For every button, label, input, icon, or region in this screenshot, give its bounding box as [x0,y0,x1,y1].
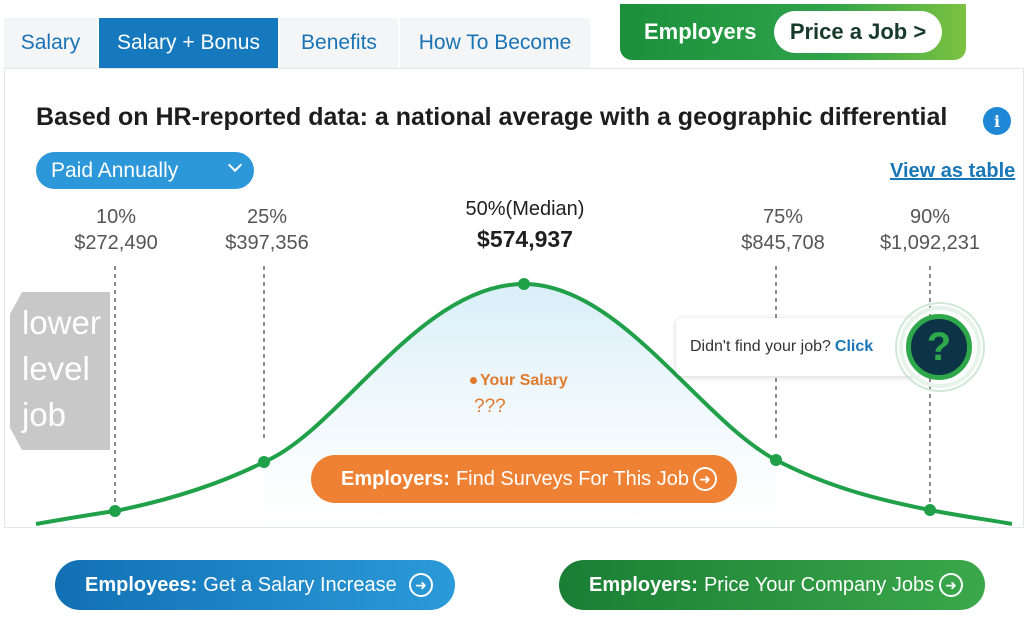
tab-salary-bonus[interactable]: Salary + Bonus [99,18,280,68]
percentile-75: 75% $845,708 [728,204,838,256]
your-salary-text: Your Salary [480,372,568,389]
employees-text: Get a Salary Increase [203,573,397,596]
page-headline: Based on HR-reported data: a national av… [36,103,948,131]
arrow-right-circle-icon: ➜ [409,573,433,597]
info-icon[interactable]: i [983,107,1011,135]
tab-benefits[interactable]: Benefits [280,18,400,68]
lower-level-job-button[interactable]: lower level job [10,292,110,450]
employees-salary-increase-button[interactable]: Employees: Get a Salary Increase ➜ [55,560,455,610]
lower-level-text: level [22,350,90,387]
employers-price-jobs-button[interactable]: Employers: Price Your Company Jobs ➜ [559,560,985,610]
percentile-90: 90% $1,092,231 [868,204,992,256]
didnt-find-job-popup[interactable]: Didn't find your job? Click [676,318,920,376]
arrow-right-circle-icon: ➜ [693,467,717,491]
percentile-value: $1,092,231 [879,232,981,254]
your-salary-value: ??? [474,396,506,417]
percentile-label: 50%(Median) [465,198,585,220]
percentile-label: 75% [762,206,804,228]
view-as-table-link[interactable]: View as table [890,160,1016,182]
find-surveys-text: Find Surveys For This Job [455,467,689,490]
percentile-label: 10% [95,206,137,228]
pay-period-value: Paid Annually [51,158,179,182]
employers-banner: Employers Price a Job > [620,4,966,60]
employers-text: Price Your Company Jobs [703,573,935,596]
point-75 [770,454,782,466]
popup-click-link[interactable]: Click [834,338,874,355]
percentile-10: 10% $272,490 [66,204,166,256]
percentile-50-median: 50%(Median) $574,937 [444,196,606,256]
your-salary-label: Your Salary [470,372,568,390]
employees-bold: Employees: [85,573,198,596]
tab-bar: Salary Salary + Bonus Benefits How To Be… [4,18,592,68]
help-question-icon[interactable]: ? [906,314,972,380]
point-10 [109,505,121,517]
percentile-value: $397,356 [225,232,309,254]
percentile-label: 25% [246,206,288,228]
arrow-right-circle-icon: ➜ [939,573,963,597]
point-90 [924,504,936,516]
find-surveys-button[interactable]: Employers: Find Surveys For This Job ➜ [311,455,737,503]
point-25 [258,456,270,468]
popup-text: Didn't find your job? [690,338,831,355]
lower-level-text: job [22,396,67,433]
percentile-value: $272,490 [74,232,158,254]
employers-bold: Employers: [589,573,698,596]
help-ring-decoration [895,302,985,392]
tab-salary[interactable]: Salary [4,18,99,68]
point-50 [518,278,530,290]
tab-how-to-become[interactable]: How To Become [400,18,592,68]
pay-period-select[interactable]: Paid Annually [36,152,254,189]
price-a-job-button[interactable]: Price a Job > [774,11,942,53]
percentile-label: 90% [909,206,951,228]
your-salary-dot [470,377,477,385]
lower-level-text: lower [22,304,101,341]
employers-label: Employers [644,19,757,44]
percentile-25: 25% $397,356 [212,204,322,256]
find-surveys-bold: Employers: [341,467,450,490]
percentile-value: $574,937 [477,226,573,252]
percentile-value: $845,708 [741,232,825,254]
